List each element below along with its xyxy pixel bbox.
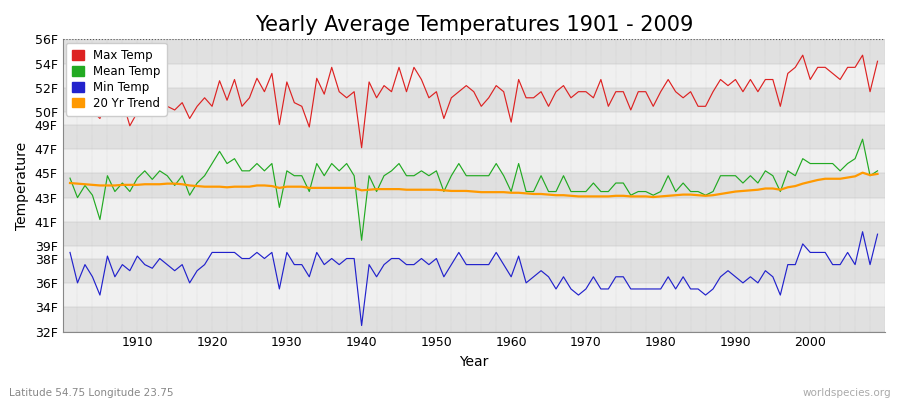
Bar [62,173,885,198]
Bar [62,88,885,112]
Bar [62,39,885,64]
Bar [62,222,885,246]
Bar [62,149,885,173]
Text: worldspecies.org: worldspecies.org [803,388,891,398]
Bar [62,258,885,283]
X-axis label: Year: Year [459,355,489,369]
Title: Yearly Average Temperatures 1901 - 2009: Yearly Average Temperatures 1901 - 2009 [255,15,693,35]
Y-axis label: Temperature: Temperature [15,141,29,230]
Bar [62,307,885,332]
Bar [62,112,885,124]
Bar [62,283,885,307]
Bar [62,124,885,149]
Legend: Max Temp, Mean Temp, Min Temp, 20 Yr Trend: Max Temp, Mean Temp, Min Temp, 20 Yr Tre… [66,43,166,116]
Bar [62,198,885,222]
Bar [62,246,885,258]
Text: Latitude 54.75 Longitude 23.75: Latitude 54.75 Longitude 23.75 [9,388,174,398]
Bar [62,64,885,88]
